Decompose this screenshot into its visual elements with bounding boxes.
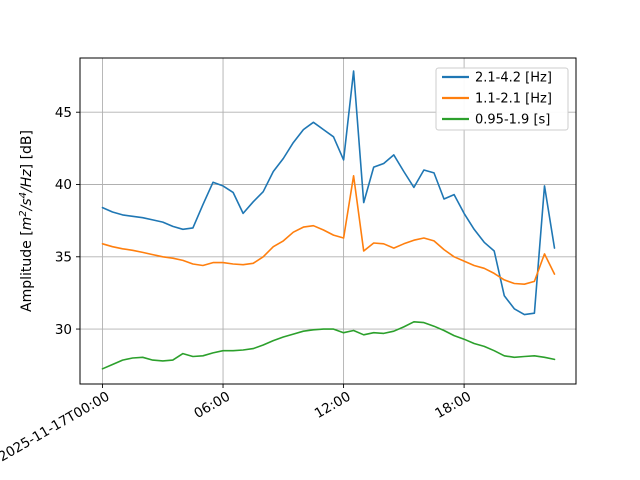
y-tick-label: 35 <box>55 249 72 265</box>
legend-box <box>435 67 569 131</box>
y-tick-label: 45 <box>55 105 72 121</box>
series-lines <box>101 70 556 370</box>
y-tick-label: 40 <box>55 177 72 193</box>
y-axis-label: Amplitude [m2/s4/Hz] [dB] <box>18 130 35 312</box>
legend-label: 0.95-1.9 [s] <box>475 113 550 128</box>
legend-label: 1.1-2.1 [Hz] <box>475 92 552 107</box>
series-line-2.1-4.2-hz- <box>101 70 556 316</box>
x-tick-label: 12:00 <box>312 389 354 422</box>
tick-marks <box>76 111 465 388</box>
axes-frame <box>79 57 577 385</box>
x-tick-label: 2025-11-17T00:00 <box>0 389 112 466</box>
series-line-0.95-1.9-s- <box>101 320 556 370</box>
legend-label: 2.1-4.2 [Hz] <box>475 71 552 86</box>
x-tick-label: 06:00 <box>191 389 233 422</box>
legend: 2.1-4.2 [Hz] 1.1-2.1 [Hz] 0.95-1.9 [s] <box>435 67 569 131</box>
y-tick-label: 30 <box>55 322 72 338</box>
x-tick-label: 18:00 <box>432 389 474 422</box>
series-line-1.1-2.1-hz- <box>101 175 556 286</box>
